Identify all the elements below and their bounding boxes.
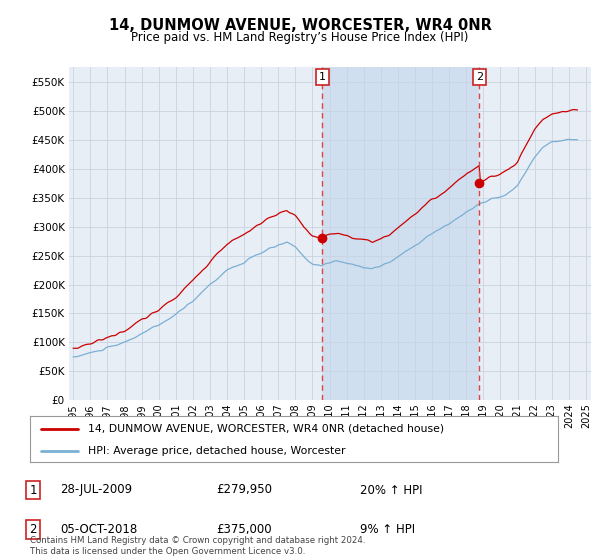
Text: 05-OCT-2018: 05-OCT-2018: [60, 522, 137, 536]
Text: 2: 2: [476, 72, 483, 82]
Text: 14, DUNMOW AVENUE, WORCESTER, WR4 0NR: 14, DUNMOW AVENUE, WORCESTER, WR4 0NR: [109, 18, 491, 33]
Text: 20% ↑ HPI: 20% ↑ HPI: [360, 483, 422, 497]
Text: 1: 1: [29, 483, 37, 497]
Text: 28-JUL-2009: 28-JUL-2009: [60, 483, 132, 497]
Text: £279,950: £279,950: [216, 483, 272, 497]
Text: 2: 2: [29, 522, 37, 536]
Text: Contains HM Land Registry data © Crown copyright and database right 2024.
This d: Contains HM Land Registry data © Crown c…: [30, 536, 365, 556]
Text: £375,000: £375,000: [216, 522, 272, 536]
Text: 1: 1: [319, 72, 326, 82]
Bar: [322, 67, 479, 400]
Text: 9% ↑ HPI: 9% ↑ HPI: [360, 522, 415, 536]
Text: HPI: Average price, detached house, Worcester: HPI: Average price, detached house, Worc…: [88, 446, 346, 455]
Text: Price paid vs. HM Land Registry’s House Price Index (HPI): Price paid vs. HM Land Registry’s House …: [131, 31, 469, 44]
Text: 14, DUNMOW AVENUE, WORCESTER, WR4 0NR (detached house): 14, DUNMOW AVENUE, WORCESTER, WR4 0NR (d…: [88, 424, 444, 434]
